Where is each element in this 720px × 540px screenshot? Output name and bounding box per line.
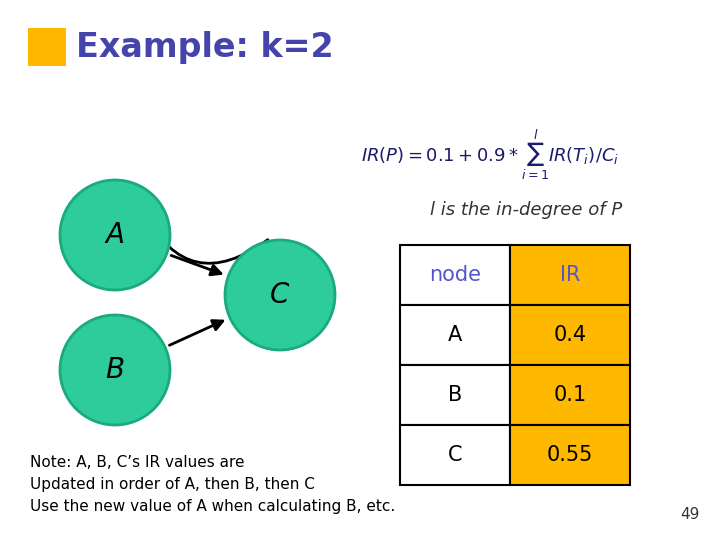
Circle shape [60,315,170,425]
Bar [400,305,510,365]
Text: IR: IR [560,265,580,285]
Bar [510,245,630,305]
FancyArrowPatch shape [145,213,268,264]
Text: 0.1: 0.1 [554,385,587,405]
Text: B: B [448,385,462,405]
Bar [510,425,630,485]
Text: l is the in-degree of P: l is the in-degree of P [430,201,622,219]
Text: A: A [448,325,462,345]
Bar [400,365,510,425]
Circle shape [225,240,335,350]
Bar [400,425,510,485]
Text: 49: 49 [680,507,700,522]
Bar [510,305,630,365]
Text: 0.55: 0.55 [546,445,593,465]
Text: Example: k=2: Example: k=2 [76,30,333,64]
Text: 0.4: 0.4 [554,325,587,345]
Bar [510,365,630,425]
FancyArrowPatch shape [169,321,222,345]
Text: node: node [429,265,481,285]
Text: B: B [106,356,125,384]
FancyArrowPatch shape [171,255,221,275]
Text: $IR(P) = 0.1 + 0.9 * \sum_{i=1}^{l} IR(T_i)/C_i$: $IR(P) = 0.1 + 0.9 * \sum_{i=1}^{l} IR(T… [361,127,619,183]
Text: C: C [270,281,289,309]
Bar [400,245,510,305]
Text: A: A [106,221,125,249]
Bar [28,28,66,66]
Circle shape [60,180,170,290]
Text: C: C [448,445,462,465]
Text: Note: A, B, C’s IR values are
Updated in order of A, then B, then C
Use the new : Note: A, B, C’s IR values are Updated in… [30,455,395,515]
